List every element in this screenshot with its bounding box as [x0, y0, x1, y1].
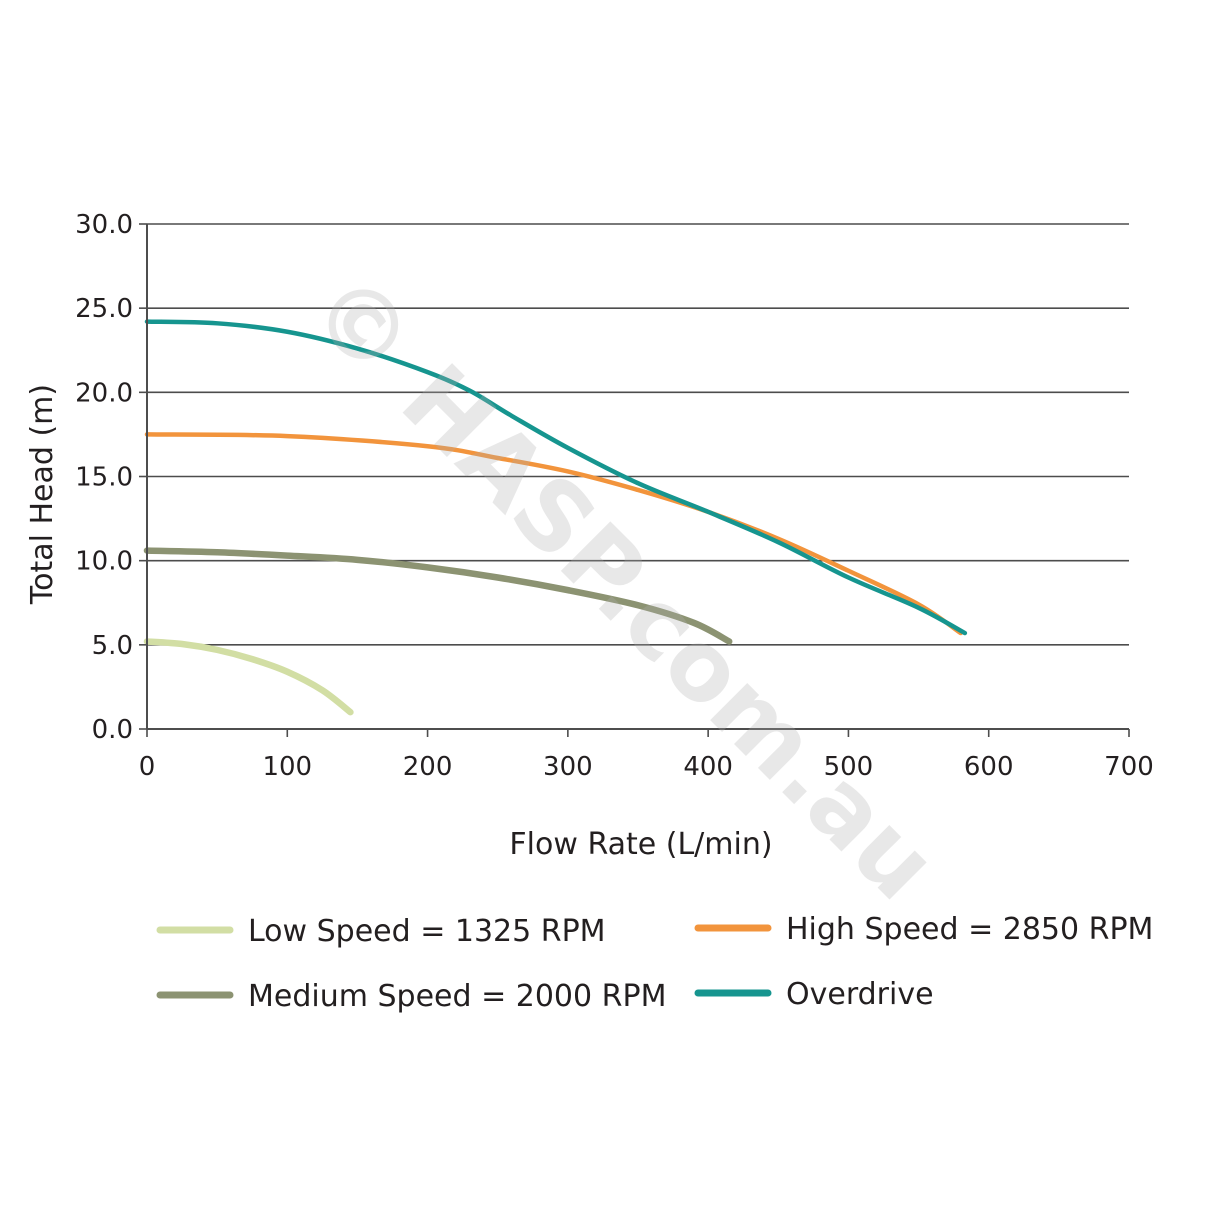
x-axis-label: Flow Rate (L/min) [509, 827, 772, 862]
tick-labels: 0.05.010.015.020.025.030.00 100 200 300 400 5… [75, 210, 1154, 782]
x-tick-label: 100 [262, 752, 312, 782]
legend: Low Speed = 1325 RPM Medium Speed = 2000 … [160, 912, 1153, 1014]
x-tick-label: 600 [964, 752, 1014, 782]
legend-label: Medium Speed = 2000 RPM [248, 979, 666, 1014]
y-tick-label: 20.0 [75, 378, 133, 408]
legend-label: High Speed = 2850 RPM [786, 912, 1153, 947]
x-tick-label: 300 [543, 752, 593, 782]
series-line-low-speed-1325-rpm [147, 641, 350, 712]
y-tick-label: 25.0 [75, 294, 133, 324]
watermark-text: © HASP.com.au [289, 252, 959, 922]
y-axis-label: Total Head (m) [25, 384, 60, 605]
y-tick-label: 15.0 [75, 463, 133, 493]
y-tick-label: 30.0 [75, 210, 133, 240]
legend-label: Low Speed = 1325 RPM [248, 914, 606, 949]
y-tick-label: 0.0 [92, 715, 133, 745]
x-tick-label: 0 [139, 752, 156, 782]
x-tick-label: 200 [403, 752, 453, 782]
y-tick-label: 5.0 [92, 631, 133, 661]
x-tick-label: 700 [1104, 752, 1154, 782]
legend-label: Overdrive [786, 977, 934, 1012]
y-tick-label: 10.0 [75, 547, 133, 577]
